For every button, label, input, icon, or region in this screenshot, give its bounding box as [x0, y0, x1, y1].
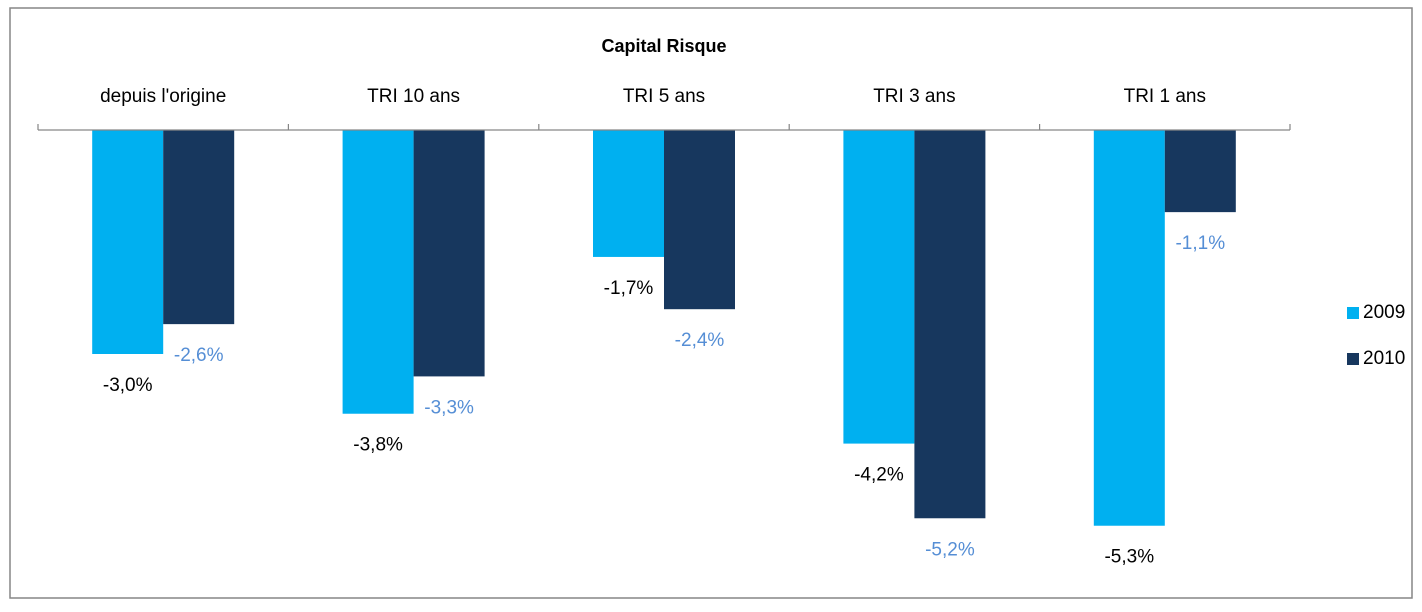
- legend-swatch: [1347, 353, 1359, 365]
- x-tick-label: TRI 10 ans: [367, 86, 460, 107]
- bar: [92, 130, 164, 354]
- bar: [342, 130, 414, 414]
- data-label: -1,1%: [1175, 233, 1225, 254]
- bar: [1164, 130, 1236, 213]
- legend-label: 2009: [1363, 302, 1405, 323]
- legend-swatch: [1347, 307, 1359, 319]
- data-label: -2,6%: [174, 345, 224, 366]
- x-tick-label: TRI 3 ans: [873, 86, 955, 107]
- x-tick-label: TRI 5 ans: [623, 86, 705, 107]
- data-label: -3,3%: [424, 397, 474, 418]
- x-tick-label: depuis l'origine: [100, 86, 226, 107]
- data-label: -3,0%: [103, 375, 153, 396]
- data-label: -4,2%: [854, 465, 904, 486]
- data-label: -5,2%: [925, 539, 975, 560]
- bar: [413, 130, 485, 377]
- bar: [1093, 130, 1165, 526]
- bar: [593, 130, 664, 257]
- bar: [163, 130, 235, 325]
- data-label: -1,7%: [604, 278, 654, 299]
- legend-label: 2010: [1363, 348, 1405, 369]
- bar: [843, 130, 915, 444]
- data-label: -5,3%: [1104, 547, 1154, 568]
- bar: [914, 130, 986, 519]
- data-label: -2,4%: [675, 330, 725, 351]
- chart-title: Capital Risque: [601, 36, 726, 56]
- data-label: -3,8%: [353, 435, 403, 456]
- x-tick-label: TRI 1 ans: [1124, 86, 1206, 107]
- bar: [664, 130, 735, 310]
